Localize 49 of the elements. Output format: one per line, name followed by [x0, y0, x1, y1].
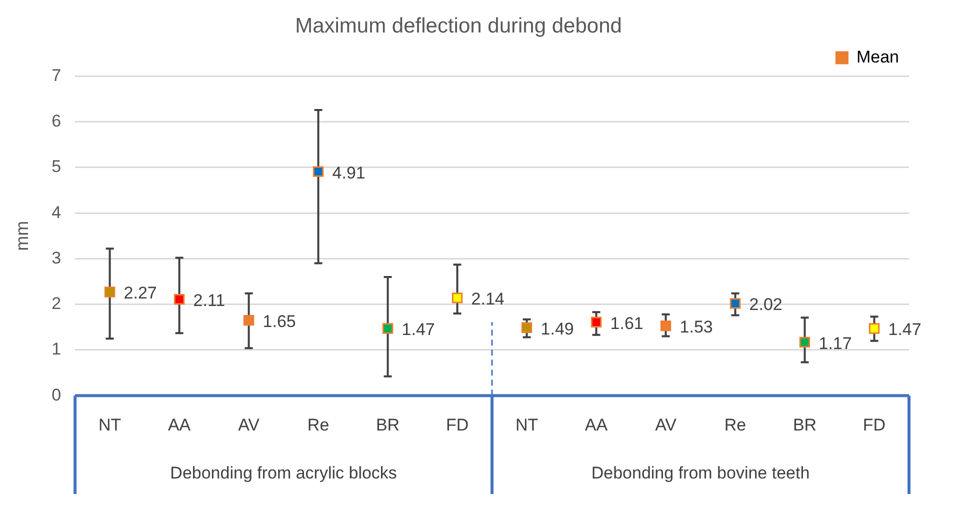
- x-tick-label: AV: [655, 415, 678, 434]
- x-tick-label: NT: [98, 415, 122, 434]
- data-label: 4.91: [332, 163, 366, 182]
- y-tick-label: 7: [52, 66, 62, 85]
- data-label: 1.53: [680, 317, 713, 336]
- point: [730, 298, 741, 309]
- data-label: 1.49: [540, 319, 574, 338]
- x-tick-label: AA: [584, 415, 608, 434]
- x-tick-label: BR: [792, 415, 817, 434]
- point: [521, 322, 532, 333]
- data-label: 2.11: [193, 291, 226, 310]
- text: Debonding from acrylic blocks: [170, 464, 397, 483]
- point: [660, 320, 672, 332]
- x-tick-label: AV: [238, 415, 260, 434]
- y-tick-label: 4: [52, 202, 62, 222]
- legend-label: Mean: [856, 47, 900, 66]
- point: [382, 323, 394, 334]
- x-tick-label: Re: [307, 415, 330, 434]
- x-tick-label: FD: [446, 415, 469, 434]
- y-tick-label: 6: [52, 112, 62, 131]
- y-tick-label: 3: [52, 248, 62, 268]
- y-tick-label: 5: [52, 157, 62, 176]
- point: [452, 292, 463, 304]
- y-tick-label: 0: [52, 385, 62, 404]
- data-label: 1.17: [818, 334, 852, 353]
- data-label: 1.65: [262, 312, 296, 331]
- x-tick-label: BR: [376, 415, 400, 434]
- point: [104, 286, 116, 298]
- data-label: 2.02: [749, 295, 782, 314]
- x-tick-label: NT: [515, 415, 538, 434]
- y-axis-title: mm: [12, 220, 32, 251]
- text: Debonding from bovine teeth: [591, 464, 810, 483]
- point: [868, 323, 880, 334]
- x-tick-label: AA: [168, 415, 192, 434]
- x-tick-label: FD: [862, 415, 886, 434]
- point: [590, 316, 602, 328]
- y-tick-label: 1: [52, 340, 62, 359]
- data-label: 2.27: [124, 284, 157, 303]
- x-tick-label: Re: [724, 415, 746, 434]
- y-tick-label: 2: [52, 294, 62, 314]
- chart-title: Maximum deflection during debond: [295, 14, 622, 38]
- data-label: 2.14: [471, 290, 504, 309]
- data-label: 1.47: [888, 320, 922, 340]
- data-label: 1.61: [610, 314, 644, 333]
- point: [243, 314, 254, 326]
- data-label: 1.47: [402, 320, 435, 340]
- point: [799, 336, 810, 348]
- point: [312, 166, 324, 177]
- point: [174, 294, 185, 305]
